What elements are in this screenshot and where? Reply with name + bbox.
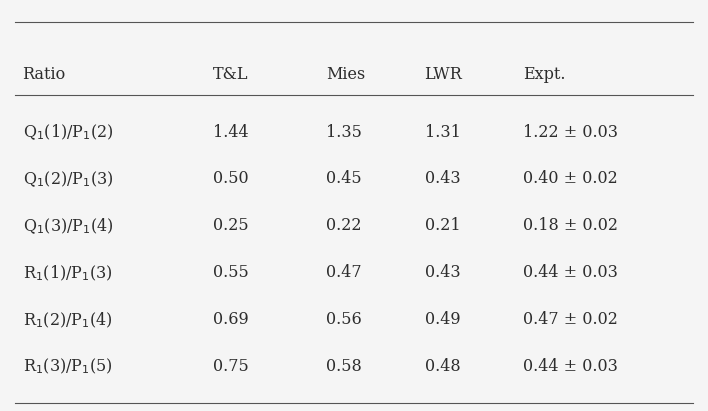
Text: R$_1$(1)/P$_1$(3): R$_1$(1)/P$_1$(3)	[23, 263, 113, 282]
Text: 1.31: 1.31	[425, 124, 460, 141]
Text: 0.75: 0.75	[213, 358, 249, 375]
Text: 0.45: 0.45	[326, 171, 361, 187]
Text: 0.44 ± 0.03: 0.44 ± 0.03	[523, 264, 618, 282]
Text: Expt.: Expt.	[523, 66, 566, 83]
Text: 1.22 ± 0.03: 1.22 ± 0.03	[523, 124, 618, 141]
Text: 0.25: 0.25	[213, 217, 249, 234]
Text: 0.47 ± 0.02: 0.47 ± 0.02	[523, 311, 618, 328]
Text: 0.49: 0.49	[425, 311, 460, 328]
Text: 1.44: 1.44	[213, 124, 249, 141]
Text: 0.48: 0.48	[425, 358, 460, 375]
Text: R$_1$(2)/P$_1$(4): R$_1$(2)/P$_1$(4)	[23, 310, 113, 330]
Text: Q$_1$(1)/P$_1$(2): Q$_1$(1)/P$_1$(2)	[23, 122, 113, 142]
Text: Q$_1$(2)/P$_1$(3): Q$_1$(2)/P$_1$(3)	[23, 169, 113, 189]
Text: 0.43: 0.43	[425, 171, 460, 187]
Text: 0.58: 0.58	[326, 358, 362, 375]
Text: Ratio: Ratio	[23, 66, 66, 83]
Text: LWR: LWR	[425, 66, 462, 83]
Text: 0.40 ± 0.02: 0.40 ± 0.02	[523, 171, 618, 187]
Text: 0.55: 0.55	[213, 264, 249, 282]
Text: 0.22: 0.22	[326, 217, 361, 234]
Text: 1.35: 1.35	[326, 124, 362, 141]
Text: T&L: T&L	[213, 66, 249, 83]
Text: 0.69: 0.69	[213, 311, 249, 328]
Text: 0.21: 0.21	[425, 217, 460, 234]
Text: Mies: Mies	[326, 66, 365, 83]
Text: R$_1$(3)/P$_1$(5): R$_1$(3)/P$_1$(5)	[23, 357, 113, 376]
Text: 0.18 ± 0.02: 0.18 ± 0.02	[523, 217, 618, 234]
Text: 0.44 ± 0.03: 0.44 ± 0.03	[523, 358, 618, 375]
Text: 0.43: 0.43	[425, 264, 460, 282]
Text: 0.47: 0.47	[326, 264, 361, 282]
Text: 0.56: 0.56	[326, 311, 362, 328]
Text: Q$_1$(3)/P$_1$(4): Q$_1$(3)/P$_1$(4)	[23, 216, 113, 236]
Text: 0.50: 0.50	[213, 171, 249, 187]
